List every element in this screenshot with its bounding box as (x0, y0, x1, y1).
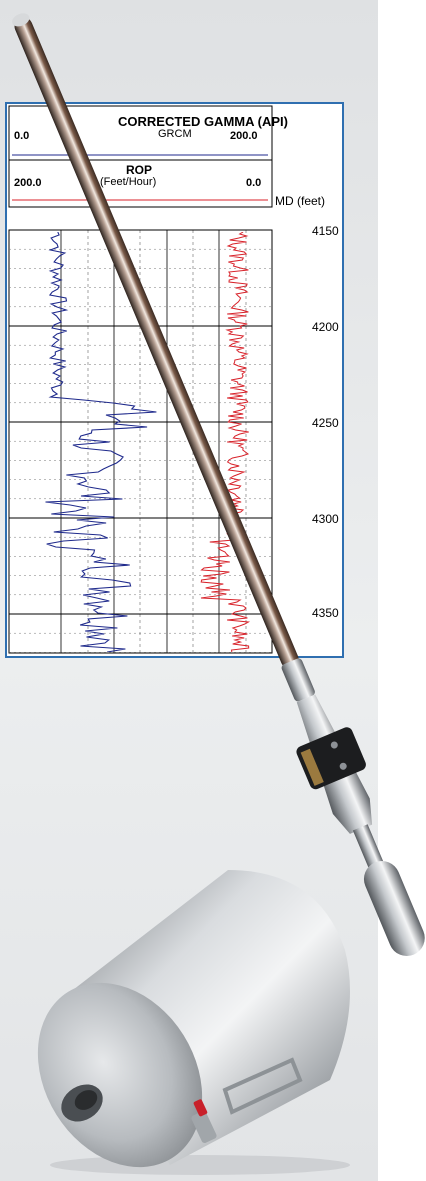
shield-canister (37, 870, 350, 1175)
gamma-title: CORRECTED GAMMA (API) (118, 114, 288, 129)
header-box (8, 105, 273, 208)
gamma-curve (45, 232, 157, 652)
clamp-bolt-icon (330, 741, 338, 749)
probe-neck (352, 824, 384, 868)
depth-axis-label: MD (feet) (275, 194, 326, 208)
clamp-bolt-icon (339, 762, 347, 770)
canister-bore-inner (74, 1090, 98, 1110)
depth-tick-4250: 4250 (312, 416, 339, 430)
depth-tick-4200: 4200 (312, 320, 339, 334)
rop-scale-left: 200.0 (14, 177, 42, 189)
canister-handle (222, 1057, 303, 1115)
rop-scale-right: 0.0 (246, 177, 262, 189)
canister-red-tab (193, 1099, 208, 1117)
rop-curve (200, 232, 251, 652)
canister-shadow (50, 1155, 350, 1175)
probe-rod (14, 17, 299, 669)
logging-tool-probe (12, 13, 425, 957)
probe-collar (281, 658, 315, 702)
log-grid (9, 229, 272, 653)
rop-unit: (Feet/Hour) (100, 176, 157, 188)
probe-clamp-brass (300, 748, 324, 786)
depth-tick-4300: 4300 (312, 512, 339, 526)
background-right-margin (378, 0, 426, 1181)
depth-tick-4150: 4150 (312, 224, 339, 238)
rop-title: ROP (126, 163, 153, 177)
log-frame (5, 102, 344, 658)
probe-cap (12, 13, 30, 27)
gamma-scale-right: 200.0 (230, 130, 258, 142)
gamma-mnemonic: GRCM (158, 128, 192, 140)
gamma-scale-left: 0.0 (14, 130, 30, 142)
canister-latch (191, 1111, 217, 1143)
probe-tip (363, 861, 425, 957)
depth-tick-4350: 4350 (312, 606, 339, 620)
